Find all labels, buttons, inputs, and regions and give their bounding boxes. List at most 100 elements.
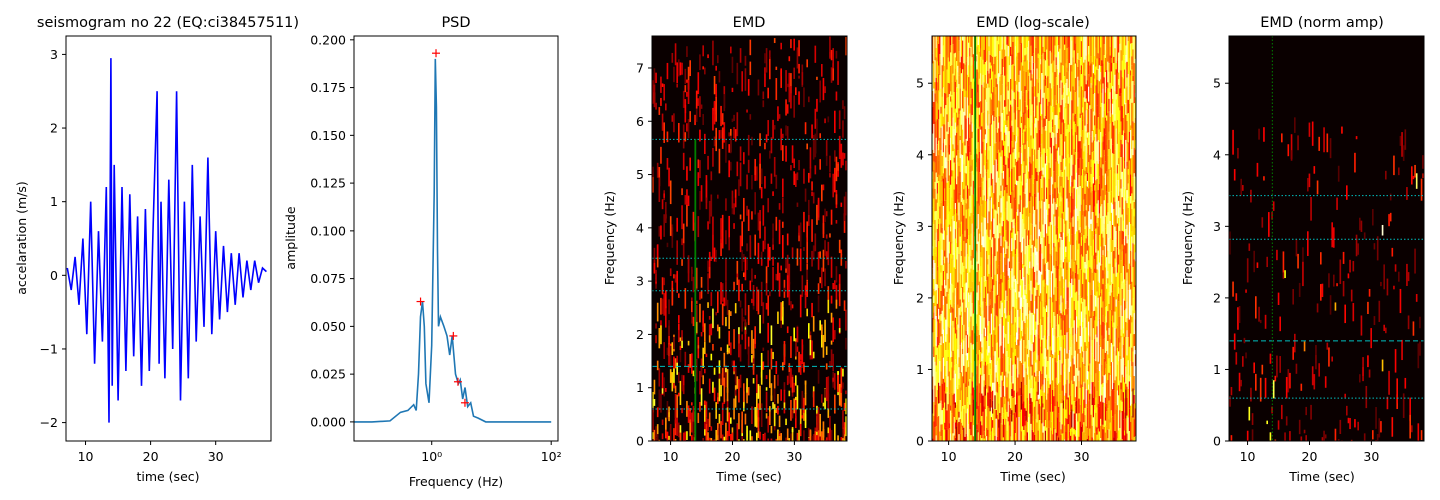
heatmap-cell	[1037, 209, 1040, 239]
heatmap-cell	[950, 91, 952, 97]
heatmap-cell	[1029, 331, 1031, 350]
heatmap-cell	[1023, 36, 1025, 60]
heatmap-cell	[1084, 170, 1086, 176]
heatmap-cell	[1030, 139, 1032, 164]
heatmap-cell	[1091, 394, 1094, 406]
heatmap-cell	[1018, 128, 1020, 153]
heatmap-cell	[656, 434, 659, 441]
heatmap-cell	[796, 172, 799, 181]
heatmap-cell	[947, 262, 950, 280]
y-tick-label: 0.200	[310, 32, 346, 47]
heatmap-cell	[1109, 422, 1112, 431]
heatmap-cell	[1047, 311, 1049, 318]
heatmap-cell	[965, 185, 968, 204]
heatmap-cell	[936, 193, 939, 203]
heatmap-cell	[1092, 397, 1095, 418]
heatmap-cell	[1055, 383, 1058, 407]
heatmap-cell	[1074, 278, 1077, 293]
heatmap-cell	[934, 361, 936, 386]
heatmap-cell	[1017, 339, 1019, 358]
heatmap-cell	[1078, 97, 1080, 125]
heatmap-cell	[708, 378, 711, 394]
heatmap-cell	[1113, 390, 1115, 420]
heatmap-cell	[982, 36, 984, 60]
heatmap-cell	[977, 406, 980, 424]
heatmap-cell	[1056, 239, 1059, 252]
heatmap-cell	[1107, 192, 1109, 204]
heatmap-cell	[1050, 421, 1053, 431]
heatmap-cell	[1068, 267, 1071, 282]
heatmap-cell	[1059, 36, 1061, 49]
heatmap-cell	[1090, 318, 1092, 347]
heatmap-cell	[661, 419, 664, 425]
heatmap-cell	[762, 347, 765, 351]
heatmap-cell	[1016, 298, 1018, 327]
heatmap-cell	[775, 440, 778, 441]
heatmap-cell	[996, 381, 999, 393]
heatmap-cell	[1109, 396, 1112, 423]
heatmap-cell	[746, 378, 748, 393]
heatmap-cell	[1073, 149, 1076, 155]
heatmap-cell	[668, 325, 670, 347]
heatmap-cell	[966, 140, 969, 157]
heatmap-cell	[822, 249, 825, 272]
heatmap-cell	[791, 410, 794, 419]
heatmap-cell	[962, 234, 964, 263]
heatmap-cell	[992, 333, 994, 347]
heatmap-cell	[1041, 423, 1043, 441]
heatmap-cell	[806, 59, 808, 68]
heatmap-cell	[653, 398, 656, 406]
heatmap-cell	[1061, 213, 1064, 241]
heatmap-cell	[934, 121, 936, 151]
heatmap-cell	[954, 238, 957, 252]
heatmap-cell	[954, 288, 957, 296]
heatmap-cell	[1085, 350, 1088, 378]
heatmap-cell	[938, 140, 940, 151]
heatmap-cell	[934, 220, 936, 241]
heatmap-cell	[843, 300, 846, 311]
heatmap-cell	[1022, 268, 1024, 281]
heatmap-cell	[1077, 327, 1079, 354]
heatmap-cell	[964, 312, 966, 339]
heatmap-cell	[941, 227, 944, 234]
heatmap-cell	[799, 423, 802, 437]
heatmap-cell	[1016, 326, 1018, 333]
heatmap-cell	[773, 157, 776, 177]
heatmap-cell	[1116, 165, 1119, 174]
heatmap-cell	[1100, 346, 1102, 377]
heatmap-cell	[700, 276, 703, 288]
heatmap-cell	[655, 269, 657, 282]
heatmap-cell	[765, 375, 768, 380]
heatmap-cell	[968, 327, 970, 348]
heatmap-cell	[827, 430, 830, 441]
heatmap-cell	[699, 401, 701, 412]
heatmap-cell	[803, 211, 805, 233]
heatmap-cell	[1040, 271, 1042, 294]
heatmap-cell	[708, 437, 711, 441]
heatmap-cell	[785, 418, 787, 426]
heatmap-cell	[788, 438, 791, 441]
heatmap-cell	[1008, 364, 1011, 372]
heatmap-cell	[728, 347, 730, 354]
heatmap-cell	[710, 426, 713, 431]
heatmap-cell	[1098, 160, 1101, 177]
heatmap-cell	[1112, 144, 1114, 154]
heatmap-cell	[1102, 376, 1104, 384]
heatmap-cell	[1096, 255, 1098, 265]
heatmap-cell	[686, 91, 688, 97]
heatmap-cell	[1035, 255, 1037, 280]
heatmap-cell	[966, 116, 969, 141]
heatmap-cell	[743, 316, 745, 322]
heatmap-cell	[1050, 430, 1053, 441]
heatmap-cell	[1092, 235, 1095, 240]
heatmap-cell	[959, 171, 962, 196]
heatmap-cell	[987, 264, 989, 277]
heatmap-cell	[941, 156, 944, 167]
heatmap-cell	[775, 438, 778, 441]
heatmap-cell	[1008, 398, 1011, 405]
heatmap-cell	[682, 375, 685, 390]
heatmap-cell	[1032, 252, 1035, 267]
heatmap-cell	[982, 366, 984, 396]
heatmap-cell	[970, 233, 972, 256]
heatmap-cell	[1065, 220, 1067, 237]
